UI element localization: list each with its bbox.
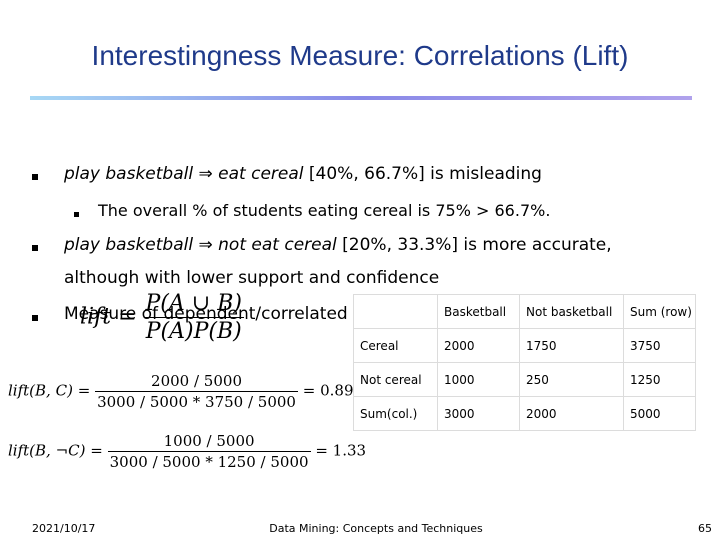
- formula-numerator: 2000 / 5000: [151, 372, 242, 390]
- bullet-2: play basketball ⇒ not eat cereal [20%, 3…: [64, 235, 612, 255]
- table-cell: 1750: [519, 328, 624, 363]
- table-header-cell: Basketball: [437, 294, 520, 329]
- formula-fraction: 1000 / 5000 3000 / 5000 * 1250 / 5000: [107, 432, 311, 471]
- bullet-1-rule: eat cereal: [218, 164, 304, 184]
- table-cell: Cereal: [353, 328, 438, 363]
- bullet-1-prefix: play basketball: [64, 164, 199, 184]
- table-cell: Not cereal: [353, 362, 438, 397]
- bullet-2-prefix: play basketball: [64, 235, 199, 255]
- formula-fraction: 2000 / 5000 3000 / 5000 * 3750 / 5000: [95, 372, 298, 411]
- table-cell: 1250: [623, 362, 696, 397]
- bullet-marker: [32, 245, 38, 251]
- formula-denominator: 3000 / 5000 * 3750 / 5000: [95, 391, 298, 411]
- formula-denominator: 3000 / 5000 * 1250 / 5000: [107, 451, 311, 471]
- table-header-cell: [353, 294, 438, 329]
- lift-b-not-c-formula: lift(B, ¬C) = 1000 / 5000 3000 / 5000 * …: [8, 432, 366, 471]
- bullet-2-line2: although with lower support and confiden…: [64, 268, 440, 288]
- formula-numerator: 1000 / 5000: [163, 432, 255, 450]
- lift-b-c-formula: lift(B, C) = 2000 / 5000 3000 / 5000 * 3…: [8, 372, 354, 411]
- implies-arrow: ⇒: [198, 164, 213, 184]
- bullet-3-text: Measure of dependent/correlated events:: [64, 304, 422, 324]
- bullet-marker: [32, 315, 38, 321]
- table-cell: Sum(col.): [353, 396, 438, 431]
- table-cell: 3750: [623, 328, 696, 363]
- formula-equals: =: [90, 441, 103, 460]
- table-cell: 250: [519, 362, 624, 397]
- footer-title: Data Mining: Concepts and Techniques: [269, 522, 483, 535]
- formula-result: = 0.89: [302, 381, 354, 400]
- table-cell: 2000: [519, 396, 624, 431]
- bullet-2-rule: not eat cereal: [218, 235, 337, 255]
- formula-equals: =: [118, 304, 137, 330]
- slide-title: Interestingness Measure: Correlations (L…: [91, 40, 629, 71]
- table-row: Cereal 2000 1750 3750: [353, 328, 696, 363]
- table-row: Not cereal 1000 250 1250: [353, 362, 696, 397]
- table-header-row: Basketball Not basketball Sum (row): [353, 294, 696, 329]
- page-number: 65: [698, 522, 712, 535]
- bullet-1: play basketball ⇒ eat cereal [40%, 66.7%…: [64, 164, 542, 184]
- formula-fraction: P(A ∪ B) P(A)P(B): [143, 291, 244, 344]
- table-header-cell: Sum (row): [623, 294, 696, 329]
- table-cell: 1000: [437, 362, 520, 397]
- title-divider: [30, 96, 692, 100]
- lift-definition-formula: lift = P(A ∪ B) P(A)P(B): [80, 291, 244, 344]
- formula-denominator: P(A)P(B): [143, 317, 244, 344]
- implies-arrow: ⇒: [198, 235, 213, 255]
- formula-equals: =: [77, 381, 91, 400]
- table-header-cell: Not basketball: [519, 294, 624, 329]
- table-cell: 3000: [437, 396, 520, 431]
- bullet-2-suffix: [20%, 33.3%] is more accurate,: [336, 235, 612, 255]
- bullet-1-suffix: [40%, 66.7%] is misleading: [303, 164, 542, 184]
- footer-date: 2021/10/17: [32, 522, 96, 535]
- table-cell: 2000: [437, 328, 520, 363]
- formula-numerator: P(A ∪ B): [145, 291, 242, 316]
- table-row: Sum(col.) 3000 2000 5000: [353, 396, 696, 431]
- sub-bullet-marker: [74, 212, 79, 217]
- bullet-marker: [32, 174, 38, 180]
- formula-result: = 1.33: [315, 441, 367, 460]
- formula-lhs: lift(B, ¬C): [8, 441, 86, 460]
- formula-lhs: lift: [80, 304, 112, 330]
- formula-lhs: lift(B, C): [8, 381, 73, 400]
- contingency-table: Basketball Not basketball Sum (row) Cere…: [353, 294, 696, 431]
- table-cell: 5000: [623, 396, 696, 431]
- bullet-1-sub: The overall % of students eating cereal …: [98, 201, 551, 220]
